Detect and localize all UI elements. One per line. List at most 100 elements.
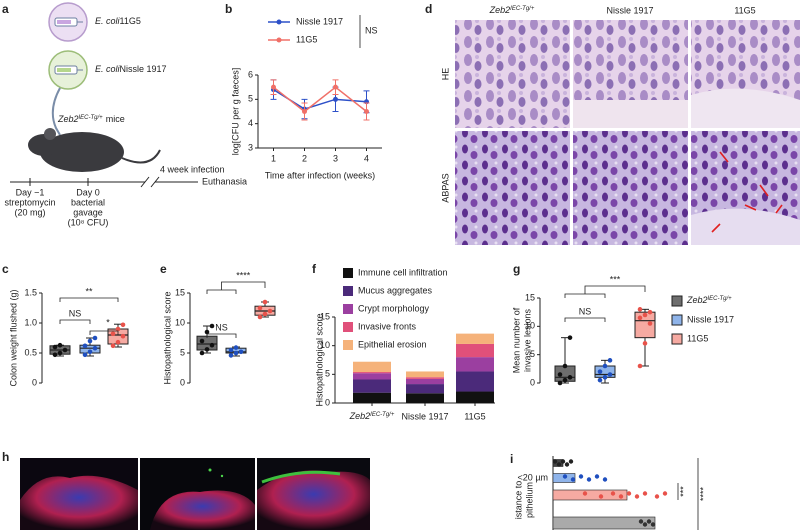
legend-marker [276,19,282,25]
bar-segment [406,371,444,378]
data-point [57,350,63,356]
data-point [302,109,307,114]
strain-species: E. coli [95,16,121,26]
x-tick-label: Nissle 1917 [401,411,448,421]
data-point [597,369,603,374]
data-point [52,344,58,350]
data-point [557,372,563,377]
x-tick-label: 2 [302,153,307,163]
data-point [364,109,369,114]
y-tick-label: 10 [525,321,535,331]
y-tick-label: 15 [525,292,535,302]
bar-segment [406,377,444,379]
data-point [257,314,263,320]
data-point [602,363,608,369]
data-point [52,352,58,358]
timeline-label: Day −1 [16,187,45,197]
data-point [110,331,116,337]
legend-label: Invasive fronts [358,321,417,331]
legend-label: Mucus aggregates [358,285,433,295]
y-tick-label: 0 [32,377,37,387]
gavage-tube [51,87,61,136]
row-label: ABPAS [440,173,450,202]
legend-label: 11G5 [687,333,708,343]
y-tick-label: 15 [320,311,330,321]
y-tick-label: 1.5 [24,287,37,297]
data-point [257,305,263,311]
data-point [654,494,660,499]
data-point [120,333,126,339]
y-tick-label: 0 [325,397,330,407]
data-point [110,343,116,349]
data-point [586,477,592,482]
data-point [238,349,244,355]
data-point [556,462,562,467]
data-point [199,350,205,356]
gene-superscript: IEC-Tg/+ [370,412,395,418]
timeline-label: gavage [73,207,103,217]
y-axis-label: istance to [513,481,523,520]
y-tick-label: 5 [248,94,253,104]
significance-label: **** [698,487,708,502]
y-tick-label: 0.5 [24,347,37,357]
data-point [562,363,568,369]
legend-swatch [671,314,683,326]
significance-label: NS [579,306,592,316]
syringe-liquid [57,20,71,24]
bar-segment [353,392,391,403]
legend-swatch [343,340,353,350]
significance-label: *** [610,274,621,284]
data-point [650,522,656,527]
timeline-label: (20 mg) [14,207,45,217]
gene-superscript: IEC-Tg/+ [79,115,104,121]
significance-label: NS [215,322,228,332]
y-tick-label: 10 [320,340,330,350]
significance-label: NS [69,308,82,318]
bar-segment [353,379,391,393]
y-axis-label: Colon weight flushed (g) [8,289,18,386]
mouse-label: mice [106,114,125,124]
significance-label: * [106,317,110,327]
data-point [262,299,268,305]
histology-images [455,20,800,245]
significance-bracket [564,285,646,298]
bar-segment [353,373,391,380]
y-tick-label: 6 [248,69,253,79]
legend-label: 11G5 [296,34,317,44]
x-tick-label: 1 [271,153,276,163]
data-point [567,335,573,340]
data-point [634,494,640,499]
x-tick-label: 3 [333,153,338,163]
significance-bracket [59,297,119,302]
data-point [594,474,600,479]
data-point [262,311,268,317]
data-point [115,339,121,345]
gene-name: Zeb2 [349,411,371,421]
data-point [204,329,210,335]
significance-bracket [564,317,606,322]
panel-label: f [312,262,317,276]
data-point [597,377,603,383]
data-point [567,375,573,380]
y-tick-label: <20 µm [518,472,548,482]
data-point [62,347,68,353]
bar-segment [456,371,494,392]
significance-label: ** [85,286,93,296]
data-point [647,321,653,326]
y-axis-label: Histopathological score [162,291,172,384]
data-point [570,477,576,482]
panel-label: g [513,262,520,276]
timeline-label: Day 0 [76,187,100,197]
data-point [552,459,558,464]
bar-segment [456,333,494,344]
x-tick-label: 4 [364,153,369,163]
data-point [204,347,210,352]
data-point [637,315,643,321]
strain-name: Nissle 1917 [120,64,167,74]
significance-label: *** [678,486,688,497]
significance-bracket [206,333,237,338]
data-point [607,372,613,377]
y-tick-label: 3 [248,142,253,152]
column-label: Nissle 1917 [606,5,653,15]
mouse-body [40,132,124,172]
